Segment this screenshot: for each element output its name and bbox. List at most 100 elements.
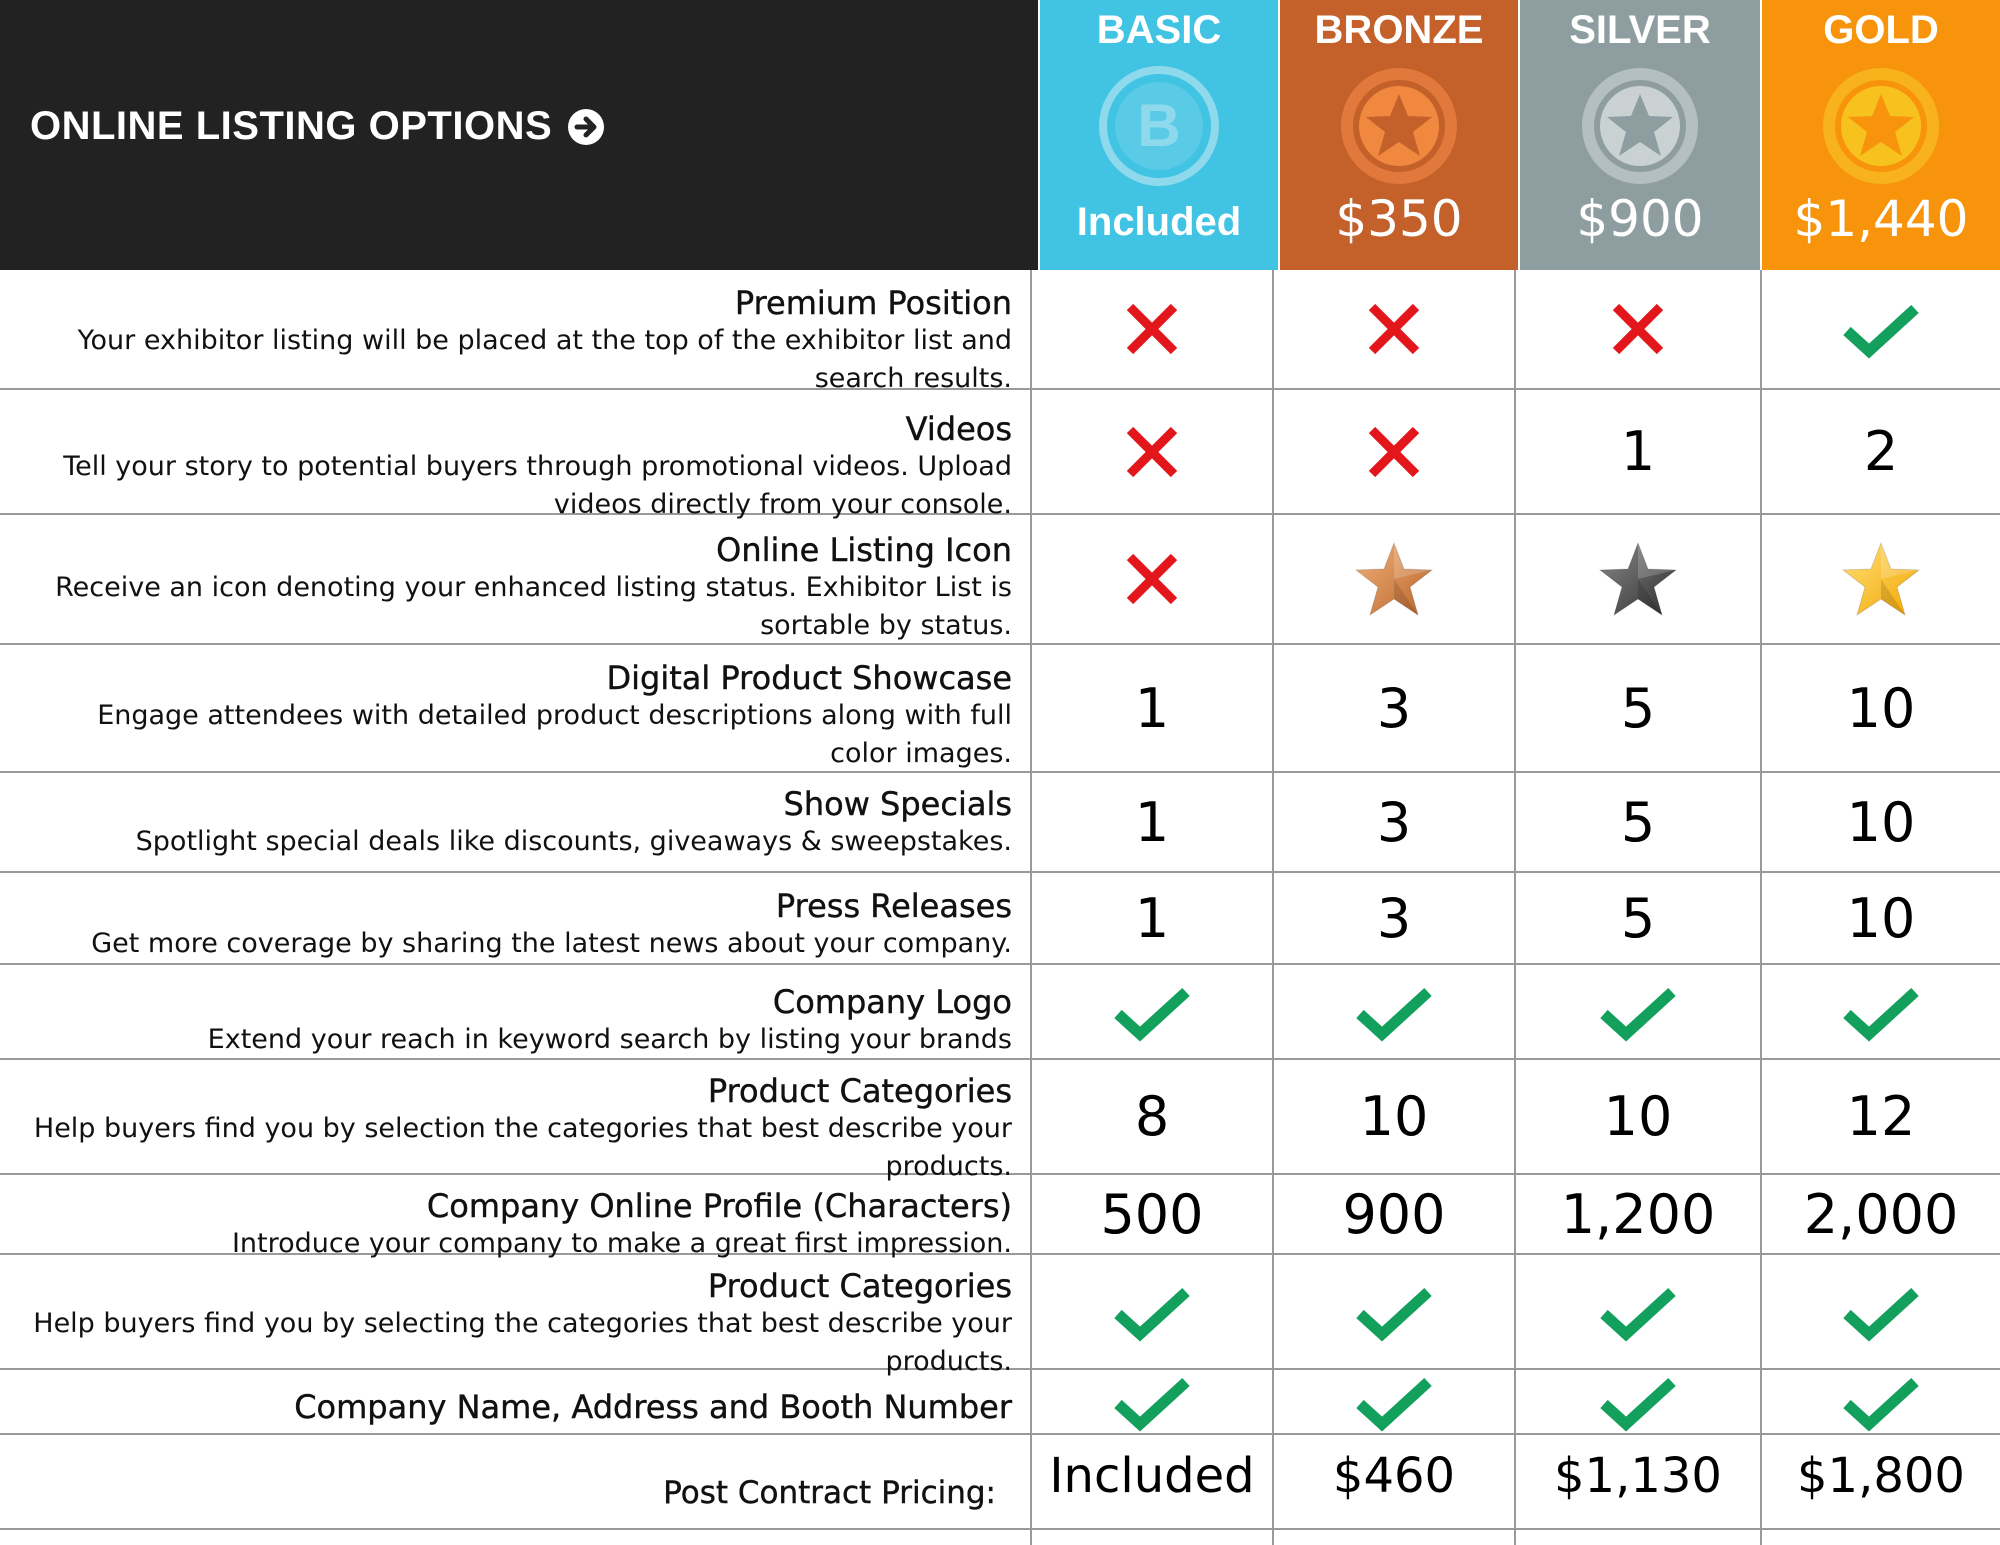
cell-value: 1: [1134, 676, 1170, 740]
feature-row-premium-position: Premium Position Your exhibitor listing w…: [0, 270, 2000, 394]
cell-value: 2: [1863, 420, 1899, 483]
checkmark-icon: [1354, 982, 1434, 1042]
cell-silver: 1,200: [1516, 1175, 1760, 1253]
cell-value: 1: [1620, 420, 1656, 483]
tier-gold: GOLD $1,440: [1762, 0, 2000, 270]
x-mark-icon: [1366, 301, 1422, 357]
cell-value: 10: [1846, 790, 1916, 854]
cell-value: 3: [1376, 886, 1412, 950]
cell-silver: [1516, 270, 1760, 388]
feature-desc-line: Tell your story to potential buyers thro…: [63, 451, 1012, 482]
cell-gold: 10: [1762, 773, 2000, 871]
cell-gold: [1762, 1255, 2000, 1368]
cell-basic: 1: [1032, 773, 1272, 871]
pricing-header: ONLINE LISTING OPTIONS BASIC B Included …: [0, 0, 2000, 270]
feature-desc-line: color images.: [830, 738, 1012, 769]
cell-silver: 10: [1516, 1060, 1760, 1173]
feature-row-product-categories-selection: Product Categories Help buyers find you b…: [0, 1255, 2000, 1377]
cell-silver: 5: [1516, 873, 1760, 963]
cell-basic: [1032, 270, 1272, 388]
feature-description: Company Online Profile (Characters) Intro…: [0, 1175, 1012, 1259]
cell-silver: $1,130: [1516, 1435, 1760, 1528]
feature-title: Online Listing Icon: [716, 531, 1012, 569]
silver-star-icon: [1598, 541, 1678, 617]
feature-description: Company Name, Address and Booth Number: [0, 1370, 1012, 1433]
checkmark-icon: [1354, 1372, 1434, 1432]
feature-description: Online Listing Icon Receive an icon denot…: [0, 515, 1012, 643]
cell-value: 900: [1342, 1182, 1446, 1246]
tier-silver: SILVER $900: [1520, 0, 1760, 270]
gold-star-icon: [1841, 541, 1921, 617]
cell-gold: [1762, 270, 2000, 388]
checkmark-icon: [1841, 1372, 1921, 1432]
feature-desc-line: Help buyers find you by selecting the ca…: [33, 1308, 1012, 1339]
bronze-star-icon: [1354, 541, 1434, 617]
column-divider: [1030, 270, 1032, 1545]
checkmark-icon: [1841, 982, 1921, 1042]
svg-text:B: B: [1137, 92, 1180, 159]
feature-desc-line: Receive an icon denoting your enhanced l…: [55, 572, 1012, 603]
feature-title: Press Releases: [775, 887, 1012, 925]
cell-basic: Included: [1032, 1435, 1272, 1528]
tier-price: $1,440: [1793, 190, 1969, 248]
tier-bronze: BRONZE $350: [1280, 0, 1518, 270]
feature-desc-line: products.: [885, 1151, 1013, 1182]
checkmark-icon: [1112, 982, 1192, 1042]
cell-silver: [1516, 1255, 1760, 1368]
feature-title: Company Logo: [772, 983, 1013, 1021]
cell-basic: [1032, 390, 1272, 513]
cell-bronze: $460: [1274, 1435, 1514, 1528]
checkmark-icon: [1112, 1282, 1192, 1342]
feature-title: Show Specials: [783, 785, 1012, 823]
feature-description: Show Specials Spotlight special deals lik…: [0, 773, 1013, 871]
feature-desc-line: Get more coverage by sharing the latest …: [91, 928, 1012, 959]
feature-row-online-listing-icon: Online Listing Icon Receive an icon denot…: [0, 515, 2000, 645]
page-title-text: ONLINE LISTING OPTIONS: [30, 104, 553, 148]
checkmark-icon: [1598, 1372, 1678, 1432]
tier-name: BRONZE: [1314, 8, 1484, 52]
cell-basic: 8: [1032, 1060, 1272, 1173]
feature-title: Product Categories: [707, 1072, 1013, 1110]
cell-bronze: 3: [1274, 773, 1514, 871]
checkmark-icon: [1598, 1282, 1678, 1342]
cell-value: 2,000: [1803, 1182, 1959, 1246]
cell-gold: $1,800: [1762, 1435, 2000, 1528]
feature-desc-line: Your exhibitor listing will be placed at…: [77, 325, 1012, 356]
cell-value: 8: [1134, 1085, 1170, 1148]
feature-desc-line: products.: [885, 1346, 1013, 1377]
cell-value: 500: [1100, 1182, 1204, 1246]
cell-value: 5: [1620, 790, 1656, 854]
feature-title: Company Online Profile (Characters): [426, 1187, 1012, 1225]
x-mark-icon: [1124, 551, 1180, 607]
tier-name: SILVER: [1569, 8, 1711, 52]
page-title: ONLINE LISTING OPTIONS: [30, 104, 606, 149]
feature-row-press-releases: Press Releases Get more coverage by shari…: [0, 873, 2000, 965]
x-mark-icon: [1124, 424, 1180, 480]
cell-value: 12: [1846, 1085, 1916, 1148]
feature-desc-line: Engage attendees with detailed product d…: [97, 700, 1012, 731]
cell-bronze: [1274, 390, 1514, 513]
cell-value: $1,130: [1554, 1447, 1722, 1504]
feature-desc-line: sortable by status.: [760, 610, 1012, 641]
checkmark-icon: [1841, 1282, 1921, 1342]
gold-star-medal-icon: [1823, 68, 1939, 184]
cell-gold: 2,000: [1762, 1175, 2000, 1253]
cell-basic: [1032, 965, 1272, 1058]
x-mark-icon: [1124, 301, 1180, 357]
checkmark-icon: [1598, 982, 1678, 1042]
checkmark-icon: [1841, 299, 1921, 359]
x-mark-icon: [1366, 424, 1422, 480]
tier-basic: BASIC B Included: [1040, 0, 1278, 270]
silver-star-medal-icon: [1582, 68, 1698, 184]
checkmark-icon: [1112, 1372, 1192, 1432]
column-divider: [1760, 270, 1762, 1545]
tier-price: $350: [1335, 190, 1463, 248]
feature-row-company-online-profile: Company Online Profile (Characters) Intro…: [0, 1175, 2000, 1259]
column-divider: [1272, 270, 1274, 1545]
bronze-star-medal-icon: [1341, 68, 1457, 184]
letter-b-medal-icon: B: [1099, 66, 1219, 186]
tier-price: $900: [1576, 190, 1704, 248]
cell-bronze: [1274, 965, 1514, 1058]
cell-value: 10: [1603, 1085, 1673, 1148]
feature-title: Videos: [905, 410, 1012, 448]
